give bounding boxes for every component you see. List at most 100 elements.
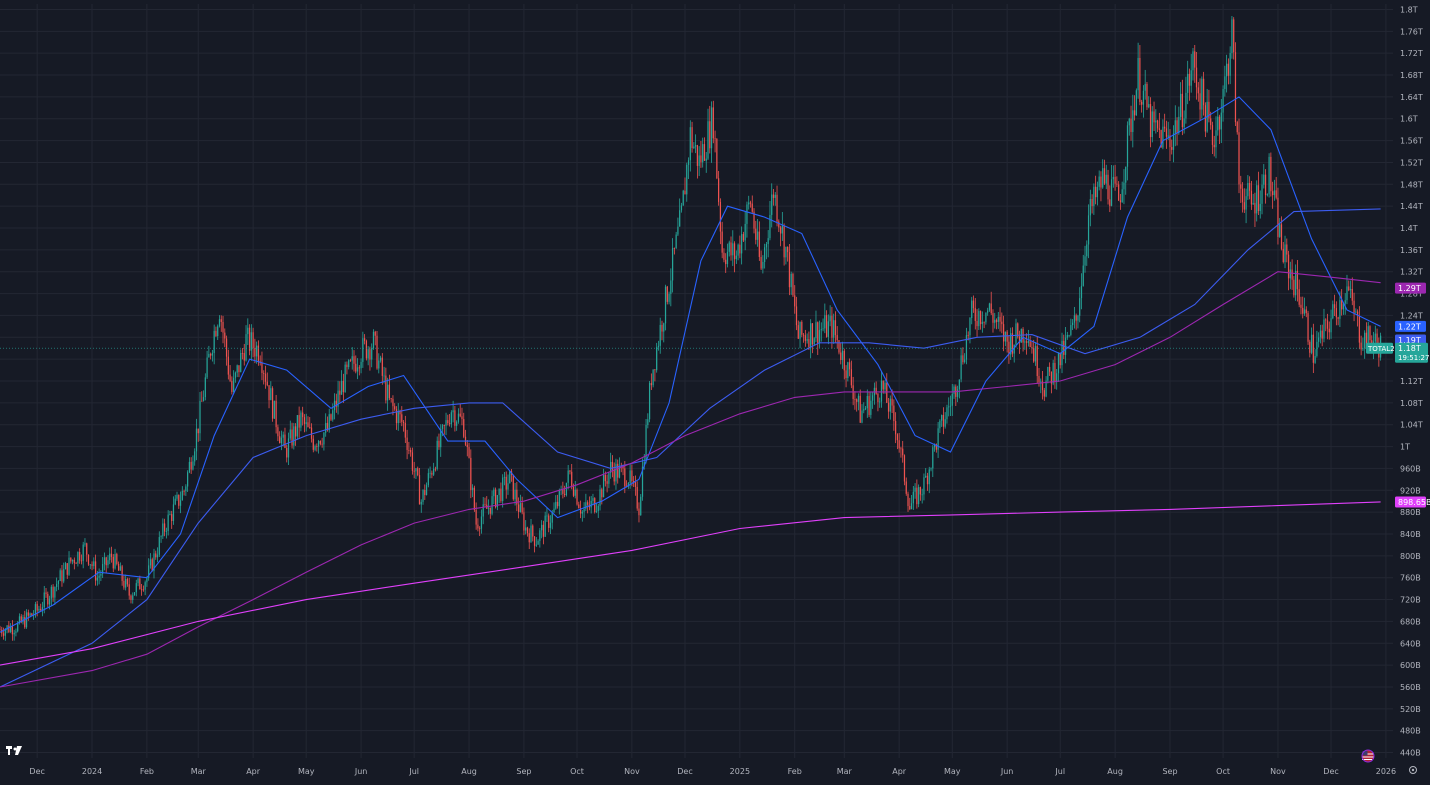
candle-body: [57, 581, 60, 584]
candle-body: [1121, 189, 1123, 203]
candle-body: [1362, 348, 1364, 350]
candle-body: [512, 474, 514, 500]
candle-body: [275, 400, 277, 428]
candle-body: [981, 321, 983, 325]
candle-body: [213, 330, 215, 354]
candle-body: [741, 234, 743, 254]
candle-body: [648, 383, 651, 420]
candle-body: [615, 463, 617, 482]
candle-body: [546, 515, 548, 517]
candle-body: [624, 468, 626, 487]
candle-body: [1369, 326, 1371, 341]
moving-averages: [0, 96, 1381, 688]
candle-body: [1036, 346, 1038, 377]
candle-body: [73, 559, 75, 564]
candle-body: [1066, 335, 1068, 338]
candle-body: [1169, 135, 1171, 148]
candle-body: [156, 554, 159, 558]
candle-body: [726, 251, 729, 265]
candle-body: [795, 306, 798, 326]
candle-body: [270, 388, 272, 401]
candle-body: [395, 409, 398, 424]
candle-body: [233, 377, 235, 393]
candle-body: [691, 127, 693, 149]
candle-body: [788, 252, 791, 288]
candle-body: [641, 466, 644, 497]
time-axis[interactable]: Dec 2024 Feb Mar Apr May Jun Jul Aug Sep Oct Nov Dec…: [29, 767, 1396, 776]
candle-body: [818, 330, 821, 344]
candle-body: [962, 355, 964, 363]
candle-body: [61, 570, 63, 582]
candle-body: [450, 412, 452, 425]
candle-body: [948, 406, 950, 408]
candle-body: [1227, 63, 1230, 76]
candle-body: [1057, 352, 1060, 374]
candle-body: [516, 489, 518, 505]
candle-body: [647, 419, 649, 425]
candle-body: [470, 457, 472, 491]
candle-body: [263, 372, 265, 374]
candle-body: [340, 380, 343, 395]
candle-body: [1118, 184, 1120, 201]
candle-body: [871, 395, 874, 401]
candle-body: [29, 613, 31, 616]
candle-body: [859, 395, 861, 423]
candle-body: [972, 300, 975, 309]
candle-body: [383, 375, 385, 377]
candle-body: [1272, 191, 1274, 196]
candle-body: [443, 425, 445, 427]
candle-body: [1135, 90, 1137, 116]
candle-body: [663, 323, 665, 332]
candle-body: [640, 496, 642, 516]
candle-body: [238, 365, 240, 373]
candle-body: [473, 487, 475, 510]
candle-body: [1025, 341, 1028, 343]
candle-body: [1153, 111, 1155, 123]
y-tick-label: 720B: [1400, 596, 1421, 605]
candle-body: [1268, 156, 1270, 195]
candle-body: [231, 380, 233, 393]
candle-body: [372, 331, 375, 349]
candle-body: [371, 348, 373, 360]
candle-body: [445, 420, 447, 426]
candle-body: [252, 332, 254, 348]
us-flag-icon[interactable]: [1361, 749, 1375, 763]
candle-body: [1211, 125, 1214, 145]
candle-body: [471, 487, 474, 491]
candle-body: [509, 471, 511, 484]
candle-body: [4, 629, 6, 636]
candle-body: [293, 426, 295, 446]
candle-body: [893, 405, 895, 422]
candle-body: [742, 234, 745, 241]
candle-body: [356, 367, 359, 372]
price-axis[interactable]: 440B 480B 520B 560B 600B 640B 680B 720B 760B 800B…: [1400, 5, 1423, 757]
candle-body: [767, 238, 769, 244]
candle-body: [1181, 93, 1183, 128]
candle-body: [581, 511, 583, 514]
candle-body: [1158, 128, 1160, 130]
candle-body: [1006, 331, 1008, 342]
candle-body: [1188, 73, 1191, 86]
candle-body: [643, 462, 645, 467]
gear-icon[interactable]: [1409, 766, 1417, 774]
candle-body: [317, 441, 320, 447]
candle-body: [732, 243, 734, 256]
y-tick-label: 960B: [1400, 464, 1421, 473]
candle-body: [96, 577, 98, 581]
candle-body: [36, 604, 38, 611]
candle-body: [457, 413, 460, 422]
candle-body: [618, 466, 621, 478]
candle-body: [503, 476, 506, 478]
candle-body: [1286, 244, 1288, 255]
candle-body: [1356, 311, 1359, 316]
candle-body: [827, 321, 829, 337]
candle-body: [1128, 118, 1130, 126]
candle-body: [241, 353, 244, 354]
y-tick-label: 1.28T: [1400, 290, 1423, 299]
candle-body: [995, 319, 998, 323]
candle-body: [282, 434, 284, 438]
candle-body: [838, 340, 840, 353]
